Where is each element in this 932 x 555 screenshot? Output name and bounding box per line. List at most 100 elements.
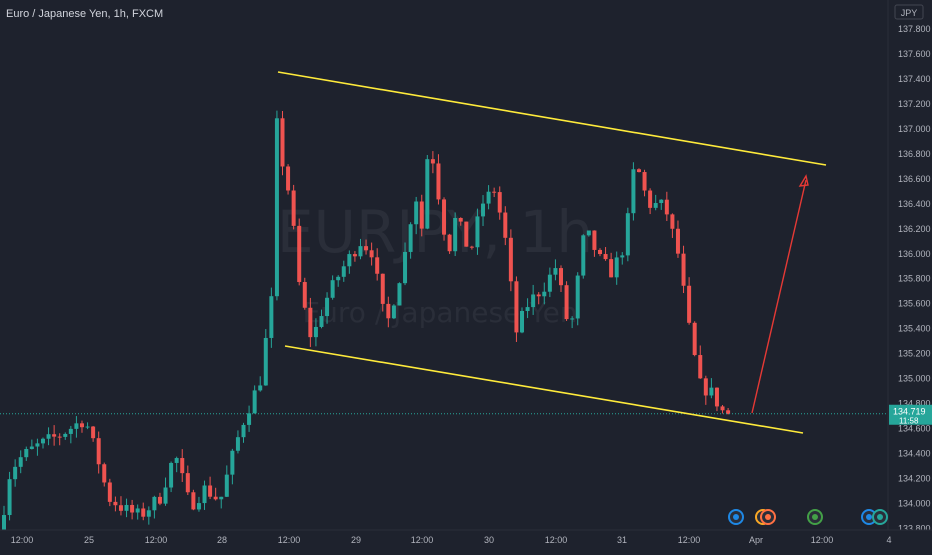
candle-body [107, 482, 112, 502]
price-tick-label: 137.400 [898, 74, 931, 84]
candle-body [130, 504, 135, 513]
candle-body [208, 485, 213, 497]
candle-body [18, 457, 23, 467]
candle-body [74, 423, 79, 429]
candle-body [386, 303, 391, 319]
price-tick-label: 137.000 [898, 124, 931, 134]
candle-body [403, 251, 408, 284]
candle-body [96, 438, 101, 465]
candle-body [202, 485, 207, 504]
price-axis-bg [888, 0, 932, 530]
candle-body [85, 426, 90, 428]
candle-body [581, 235, 586, 276]
candle-body [68, 428, 73, 434]
time-tick-label: 30 [484, 535, 494, 545]
candle-body [241, 424, 246, 438]
candle-body [46, 434, 51, 439]
candle-body [336, 276, 341, 281]
candle-body [375, 257, 380, 274]
candle-body [520, 310, 525, 333]
candle-body [469, 246, 474, 248]
candle-body [213, 496, 218, 500]
last-price-value: 134.719 [893, 407, 926, 417]
candle-body [347, 254, 352, 267]
candle-body [692, 322, 697, 356]
candle-body [547, 274, 552, 292]
candle-body [436, 163, 441, 200]
channel-top-line [277, 71, 827, 166]
price-tick-label: 136.800 [898, 149, 931, 159]
candle-body [124, 504, 129, 511]
candle-body [369, 250, 374, 258]
candle-body [52, 434, 57, 437]
event-icon-dot [733, 514, 739, 520]
candle-body [486, 191, 491, 204]
candle-body [397, 283, 402, 306]
candle-body [135, 508, 140, 513]
candle-body [152, 496, 157, 511]
time-axis[interactable]: 12:00 25 12:00 28 12:00 29 12:00 30 12:00 31 12:00… [0, 529, 932, 550]
candle-body [536, 294, 541, 297]
candle-body [7, 479, 12, 516]
candle-body [408, 224, 413, 252]
candle-body [13, 466, 18, 480]
time-tick-label: 12:00 [678, 535, 701, 545]
price-tick-label: 134.000 [898, 499, 931, 509]
currency-label: JPY [901, 8, 918, 18]
candle-body [364, 246, 369, 251]
candle-body [419, 201, 424, 229]
candle-body [91, 426, 96, 439]
candle-body [219, 496, 224, 500]
candle-body [664, 199, 669, 215]
candle-body [269, 296, 274, 338]
price-tick-label: 136.400 [898, 199, 931, 209]
price-tick-label: 133.800 [898, 524, 931, 534]
candle-body [709, 387, 714, 396]
watermark-symbol: EURJPY, 1h [277, 198, 593, 266]
candle-body [102, 464, 107, 483]
candle-body [575, 275, 580, 319]
candle-body [79, 423, 84, 428]
candle-body [40, 438, 45, 444]
projection-arrow-head [798, 174, 809, 187]
candle-body [163, 487, 168, 504]
candle-body [481, 203, 486, 217]
time-tick-label: 25 [84, 535, 94, 545]
candle-body [687, 285, 692, 323]
candle-body [330, 280, 335, 298]
candle-body [614, 257, 619, 278]
candle-body [297, 225, 302, 283]
candle-body [636, 169, 641, 173]
candle-body [291, 190, 296, 226]
time-tick-label: 12:00 [411, 535, 434, 545]
candle-body [196, 503, 201, 510]
candle-body [698, 355, 703, 379]
candle-body [224, 474, 229, 497]
time-tick-label: 28 [217, 535, 227, 545]
candle-body [302, 282, 307, 308]
price-tick-label: 134.600 [898, 424, 931, 434]
candle-body [319, 316, 324, 327]
candle-body [2, 515, 6, 532]
event-icon-dot [812, 514, 818, 520]
candle-body [235, 437, 240, 451]
candle-body [57, 436, 62, 438]
last-price-badge [889, 404, 932, 425]
candle-body [670, 214, 675, 229]
price-axis[interactable]: 137.800 137.600 137.400 137.200 137.000 136.8… [887, 0, 932, 534]
candle-body [414, 201, 419, 225]
candle-body [113, 501, 118, 506]
candle-body [252, 390, 257, 414]
event-icon-dot [866, 514, 872, 520]
projection-arrow-shaft [751, 179, 807, 414]
candle-body [597, 249, 602, 255]
candle-body [24, 448, 29, 458]
candle-body [464, 221, 469, 247]
candle-body [592, 230, 597, 250]
candle-body [274, 118, 279, 297]
candle-body [230, 450, 235, 475]
time-tick-label: 29 [351, 535, 361, 545]
